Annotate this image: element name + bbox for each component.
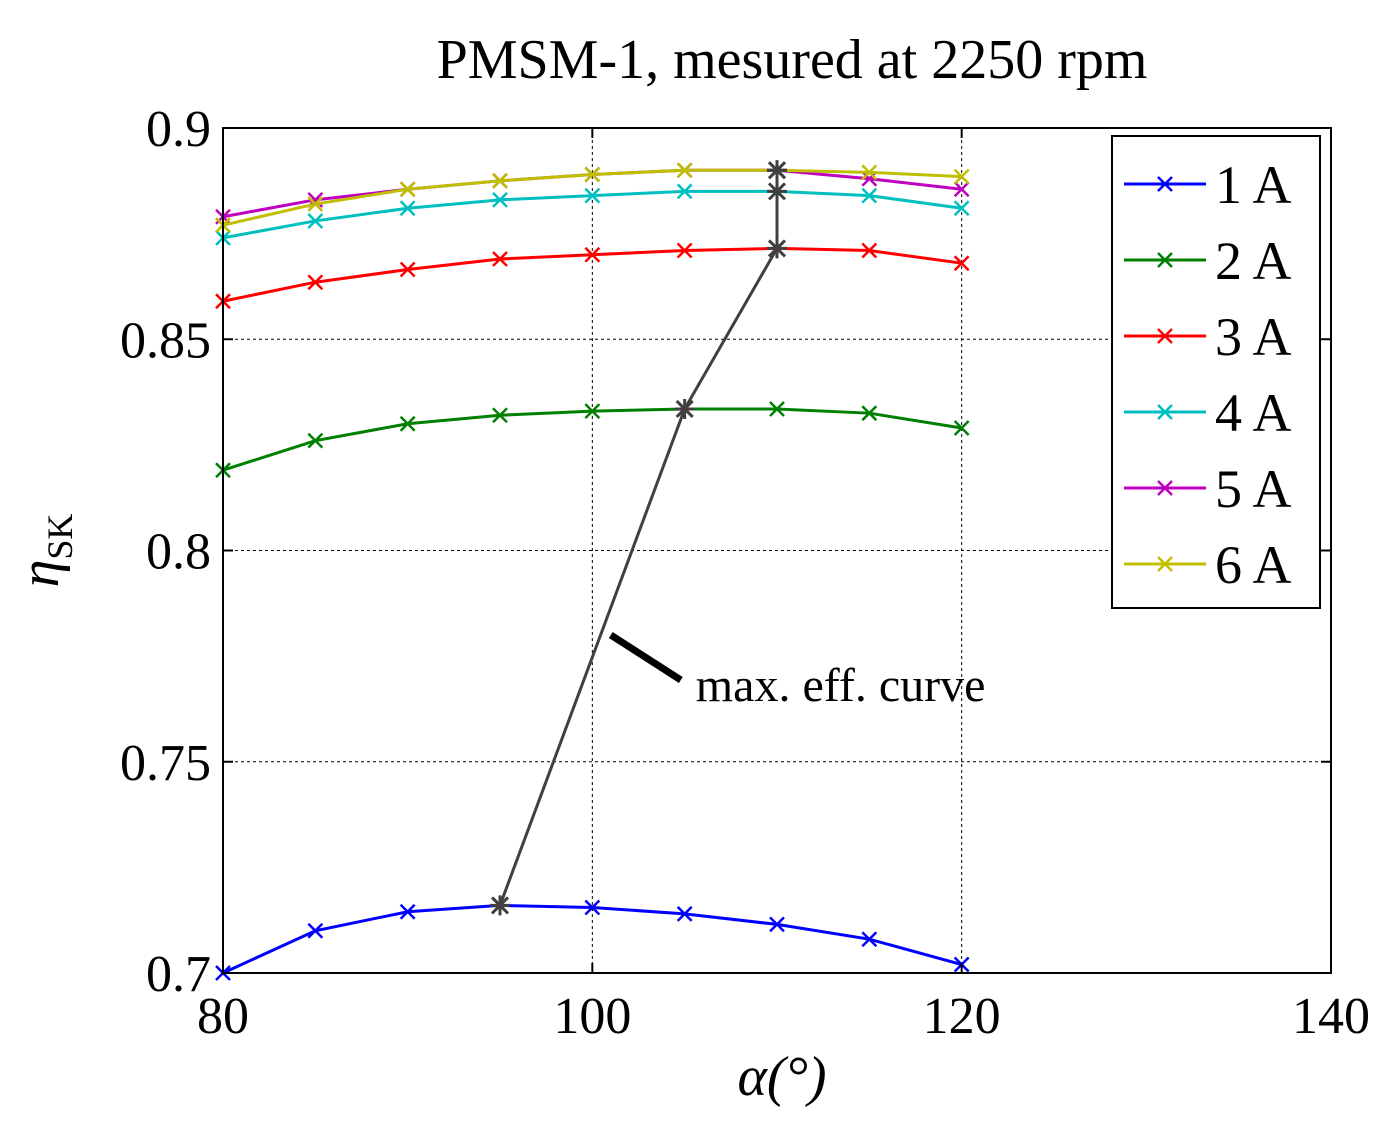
data-point: [492, 191, 508, 208]
data-point: [1157, 404, 1173, 420]
max-eff-point: [767, 181, 787, 202]
data-point: [953, 168, 970, 185]
data-point: [953, 255, 970, 272]
data-point: [861, 164, 878, 181]
y-tick-label: 0.9: [146, 101, 211, 158]
data-point: [769, 401, 785, 417]
data-point: [307, 213, 324, 229]
data-point: [1157, 252, 1173, 268]
y-axis-symbol: η: [9, 560, 71, 588]
legend-label: 1 A: [1215, 155, 1292, 215]
data-point: [399, 261, 416, 278]
data-point: [399, 415, 416, 432]
legend-item: 5 A: [1124, 459, 1292, 519]
data-point: [676, 183, 693, 200]
x-axis-symbol: α(°): [737, 1046, 826, 1108]
data-point: [307, 196, 324, 212]
x-tick-label: 120: [923, 988, 1001, 1045]
max-eff-point: [674, 398, 695, 419]
data-point: [861, 187, 878, 204]
y-tick-label: 0.8: [146, 524, 211, 581]
legend-item: 1 A: [1124, 155, 1292, 215]
axis-ticks: 80 100 120 140 0.7 0.75 0.8 0.85 0.9: [120, 101, 1370, 1045]
data-point: [399, 200, 416, 217]
data-point: [584, 246, 601, 263]
data-point: [584, 187, 601, 204]
legend-item: 2 A: [1124, 231, 1292, 291]
data-point: [399, 181, 416, 198]
data-point: [584, 899, 601, 916]
series-3a: [215, 240, 970, 310]
data-point: [307, 432, 324, 449]
chart-title: PMSM-1, mesured at 2250 rpm: [437, 29, 1148, 91]
legend-box: [1111, 135, 1321, 609]
x-axis-label: α(°): [737, 1046, 826, 1108]
data-point: [861, 405, 878, 422]
data-point: [1157, 480, 1173, 496]
legend-label: 6 A: [1215, 535, 1292, 595]
data-point: [861, 931, 878, 948]
y-tick-label: 0.7: [146, 946, 211, 1003]
data-point: [769, 916, 785, 933]
data-point: [399, 903, 416, 920]
x-tick-label: 140: [1292, 988, 1370, 1045]
data-point: [307, 274, 324, 291]
x-tick-label: 80: [197, 988, 249, 1045]
data-point: [953, 420, 970, 436]
data-point: [492, 407, 508, 424]
annotation-pointer: [608, 632, 683, 683]
data-point: [307, 922, 324, 939]
legend-item: 6 A: [1124, 535, 1292, 595]
legend-label: 2 A: [1215, 231, 1292, 291]
x-tick-label: 100: [553, 988, 631, 1045]
data-point: [584, 166, 601, 183]
data-point: [676, 162, 693, 179]
max-eff-point: [767, 238, 787, 259]
max-eff-curve: [490, 160, 787, 916]
y-tick-label: 0.75: [120, 735, 211, 792]
y-axis-subscript: SK: [40, 514, 80, 560]
data-point: [584, 403, 601, 419]
annotation: max. eff. curve: [608, 632, 986, 712]
max-eff-point: [767, 160, 787, 181]
data-point: [492, 172, 508, 189]
y-tick-label: 0.85: [120, 312, 211, 369]
max-eff-line: [498, 170, 779, 906]
data-point: [1157, 176, 1173, 192]
data-point: [953, 200, 970, 217]
legend-item: 3 A: [1124, 307, 1292, 367]
grid: [223, 128, 1331, 973]
legend-label: 3 A: [1215, 307, 1292, 367]
legend-label: 4 A: [1215, 383, 1292, 443]
data-point: [1157, 328, 1173, 344]
legend-item: 4 A: [1124, 383, 1292, 443]
legend: 1 A 2 A 3 A 4 A 5 A 6 A: [1111, 135, 1321, 609]
data-point: [861, 242, 878, 259]
data-point: [676, 242, 693, 259]
y-axis-label: ηSK: [9, 514, 80, 588]
data-point: [953, 181, 970, 198]
legend-label: 5 A: [1215, 459, 1292, 519]
data-point: [676, 905, 693, 922]
max-eff-point: [490, 895, 510, 916]
data-point: [492, 251, 508, 267]
data-point: [1157, 556, 1173, 572]
annotation-text: max. eff. curve: [696, 659, 986, 712]
